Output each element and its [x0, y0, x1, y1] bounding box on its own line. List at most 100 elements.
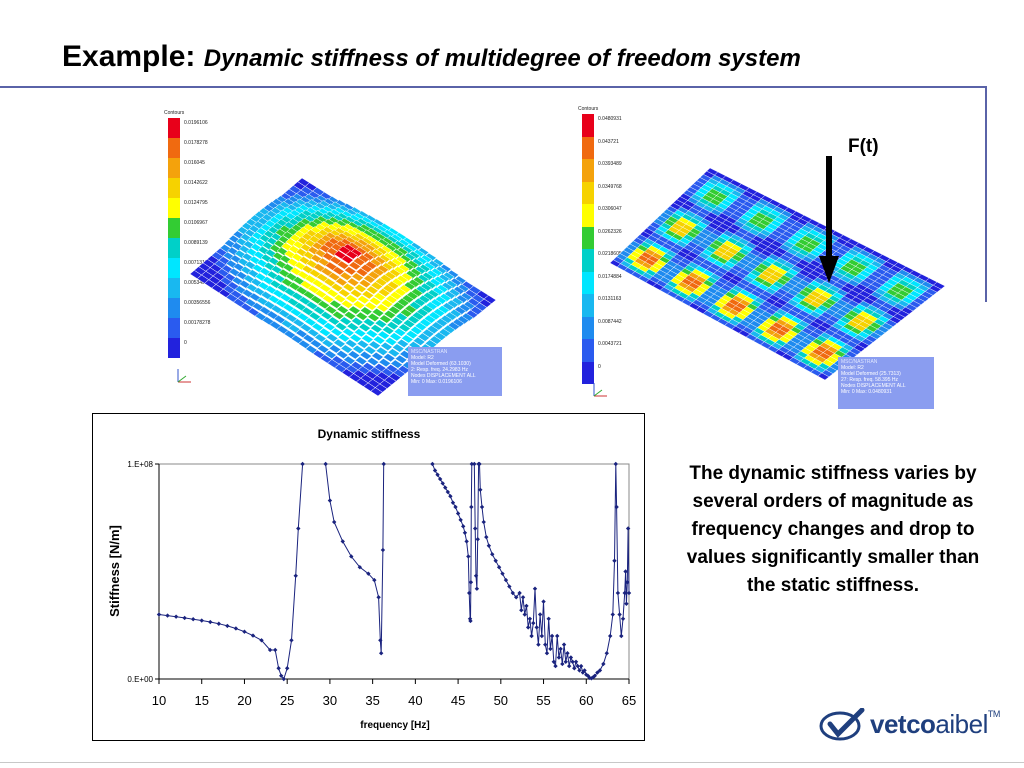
data-point: [520, 595, 526, 600]
data-point: [525, 625, 531, 630]
legend-swatch: [168, 298, 180, 318]
left-info-box: MSC/NASTRAN Model: R2 Model Deformed (63…: [408, 347, 502, 396]
x-tick-label: 45: [451, 693, 465, 708]
mesh-cell: [351, 316, 364, 326]
data-point: [565, 651, 570, 656]
data-point: [466, 554, 471, 559]
title-divider-vertical: [985, 86, 987, 302]
mesh-cell: [254, 312, 268, 322]
data-point: [613, 461, 618, 467]
mesh-cell: [361, 334, 374, 344]
mesh-cell: [390, 316, 404, 326]
data-point: [486, 543, 492, 548]
data-point: [453, 504, 458, 510]
mesh-cell: [435, 284, 449, 294]
mesh-cell: [370, 281, 384, 291]
mesh-cell: [432, 308, 446, 318]
data-point: [615, 590, 621, 596]
y-tick-label: 0.E+00: [127, 675, 153, 684]
mesh-cell: [357, 295, 370, 305]
legend-swatch: [582, 159, 594, 182]
data-point: [500, 571, 505, 576]
title-main: Example:: [62, 40, 196, 73]
legend-value: 0.0174884: [598, 273, 622, 280]
mesh-cell: [380, 298, 394, 308]
mesh-cell: [465, 309, 479, 319]
legend-value: 0.0349768: [598, 183, 622, 190]
data-point: [555, 633, 560, 639]
data-point: [510, 590, 515, 596]
legend-value: 0: [598, 363, 601, 370]
mesh-cell: [342, 327, 355, 337]
x-tick-label: 25: [280, 693, 294, 708]
legend-swatch: [168, 318, 180, 338]
mesh-cell: [356, 339, 370, 349]
mesh-cell: [374, 319, 388, 329]
mesh-cell: [412, 336, 426, 346]
x-tick-label: 60: [579, 693, 593, 708]
data-point: [440, 481, 445, 486]
legend-swatch: [168, 198, 180, 218]
mesh-cell: [261, 316, 275, 326]
mesh-cell: [346, 322, 360, 332]
data-point: [604, 651, 609, 656]
mesh-cell: [336, 305, 350, 315]
mesh-cell: [456, 315, 470, 325]
legend-swatch: [168, 278, 180, 298]
mesh-cell: [298, 339, 311, 349]
mesh-cell: [447, 288, 461, 298]
mesh-cell: [323, 277, 336, 287]
mesh-cell: [391, 343, 405, 353]
legend-swatch: [582, 339, 594, 362]
mesh-cell: [346, 277, 360, 287]
mesh-cell: [407, 278, 421, 288]
legend-swatch: [168, 258, 180, 278]
data-point: [620, 616, 626, 621]
mesh-cell: [342, 283, 356, 293]
mesh-cell: [375, 346, 389, 356]
legend-value: 0.0218605: [598, 251, 622, 257]
mesh-cell: [320, 311, 333, 321]
mesh-cell: [317, 300, 330, 310]
mesh-cell: [402, 319, 416, 329]
legend-value: 0.0393489: [598, 161, 622, 167]
info-header: MSC/NASTRAN: [411, 349, 448, 355]
mesh-cell: [318, 283, 332, 293]
logo-check-icon: [819, 708, 865, 741]
mesh-cell: [358, 279, 372, 289]
legend-swatch: [582, 316, 594, 339]
mesh-cell: [345, 294, 358, 304]
mesh-cell: [455, 294, 468, 304]
data-point: [472, 526, 478, 531]
mesh-cell: [324, 349, 337, 359]
y-axis-label: Stiffness [N/m]: [107, 525, 122, 617]
data-point: [216, 621, 222, 626]
data-point: [539, 633, 545, 639]
legend-value: 0.0480931: [598, 116, 622, 122]
mesh-cell: [352, 257, 366, 267]
mesh-cell: [308, 268, 322, 278]
data-point: [553, 663, 558, 669]
mesh-cell: [453, 306, 467, 316]
legend-swatch: [168, 218, 180, 238]
mesh-cell: [338, 288, 351, 298]
legend-swatch: [168, 338, 180, 358]
mesh-cell: [371, 308, 385, 318]
legend-swatch: [582, 249, 594, 272]
info-line: Model: R2: [841, 365, 864, 371]
data-point: [541, 599, 546, 604]
data-point: [233, 626, 239, 631]
mesh-cell: [451, 318, 465, 328]
data-point: [250, 633, 256, 638]
mesh-cell: [429, 298, 443, 308]
mesh-cell: [405, 330, 419, 340]
data-point: [532, 586, 538, 591]
mesh-cell: [401, 334, 414, 344]
mesh-cell: [368, 296, 382, 306]
data-point: [458, 517, 463, 523]
data-point: [448, 494, 453, 499]
mesh-cell: [419, 282, 433, 292]
legend-swatch: [168, 178, 180, 198]
data-point: [519, 608, 524, 613]
data-point: [608, 633, 613, 639]
